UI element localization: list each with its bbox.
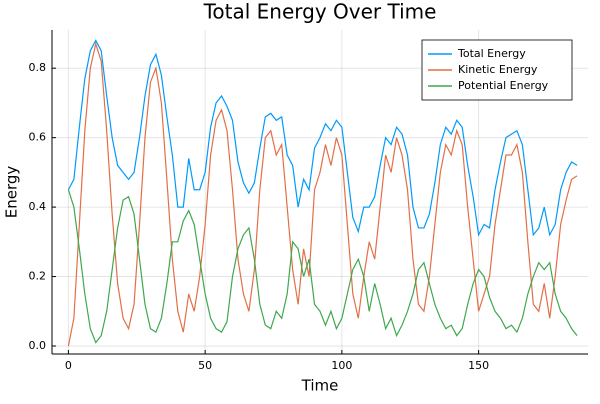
series-line — [67, 41, 578, 347]
x-tick-label: 150 — [468, 359, 489, 372]
y-tick-label: 0.0 — [29, 339, 47, 352]
chart-title: Total Energy Over Time — [203, 0, 437, 24]
y-tick-label: 0.2 — [29, 270, 47, 283]
x-tick-label: 100 — [331, 359, 352, 372]
x-tick-label: 0 — [65, 359, 72, 372]
y-tick-label: 0.6 — [29, 131, 47, 144]
series-line — [67, 39, 578, 237]
x-tick-label: 50 — [198, 359, 212, 372]
series-line — [67, 189, 578, 344]
legend-label: Potential Energy — [458, 79, 549, 92]
y-tick-label: 0.4 — [29, 200, 47, 213]
x-axis-label: Time — [301, 377, 339, 395]
y-tick-label: 0.8 — [29, 61, 47, 74]
y-axis-label: Energy — [3, 166, 21, 219]
legend-label: Total Energy — [457, 47, 526, 60]
legend-label: Kinetic Energy — [458, 63, 538, 76]
